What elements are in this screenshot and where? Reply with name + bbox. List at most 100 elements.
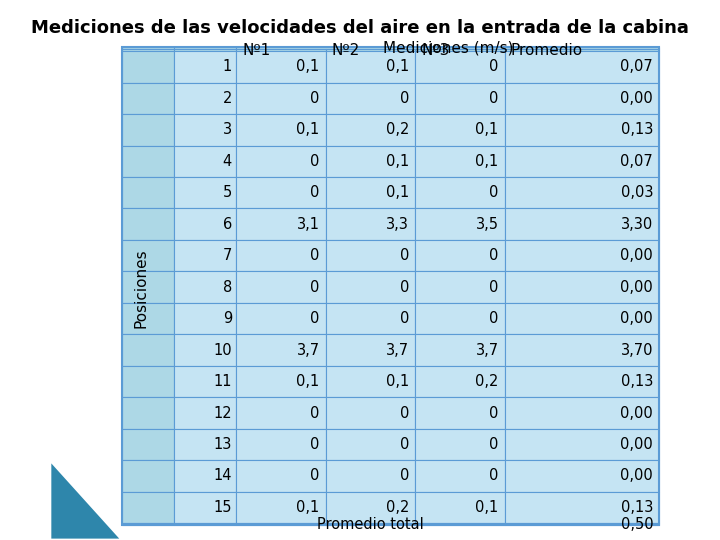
Text: 0,1: 0,1 — [297, 374, 320, 389]
Bar — [505, 146, 660, 177]
Bar — [325, 49, 415, 51]
Text: 0: 0 — [310, 468, 320, 483]
Text: 0: 0 — [400, 91, 409, 106]
Bar — [122, 114, 174, 146]
Bar — [505, 83, 660, 114]
Bar — [325, 334, 415, 366]
Bar — [122, 429, 174, 460]
Bar — [325, 303, 415, 334]
Text: 0,03: 0,03 — [621, 185, 653, 200]
Text: Nº1: Nº1 — [243, 43, 271, 58]
Text: 0: 0 — [490, 59, 499, 75]
Text: 0,07: 0,07 — [621, 154, 653, 169]
Text: 0: 0 — [490, 280, 499, 295]
Text: 0,1: 0,1 — [475, 500, 499, 515]
Bar — [122, 523, 174, 525]
Text: 0: 0 — [310, 280, 320, 295]
Bar — [174, 397, 236, 429]
Text: 8: 8 — [222, 280, 232, 295]
Bar — [505, 272, 660, 303]
Bar — [415, 334, 505, 366]
Bar — [415, 49, 505, 51]
Text: 0: 0 — [310, 406, 320, 421]
Text: 0,00: 0,00 — [621, 280, 653, 295]
Bar — [236, 523, 505, 525]
Text: 0: 0 — [310, 437, 320, 452]
Bar — [122, 146, 174, 177]
Bar — [236, 83, 325, 114]
Text: 3,7: 3,7 — [297, 342, 320, 357]
Polygon shape — [51, 463, 120, 538]
Bar — [505, 49, 660, 51]
Bar — [174, 208, 236, 240]
Bar — [415, 114, 505, 146]
Bar — [415, 429, 505, 460]
Text: 0,1: 0,1 — [297, 500, 320, 515]
Bar — [415, 272, 505, 303]
Text: 0,13: 0,13 — [621, 500, 653, 515]
Text: 0,1: 0,1 — [475, 154, 499, 169]
Bar — [325, 272, 415, 303]
Bar — [174, 114, 236, 146]
Text: 3,30: 3,30 — [621, 217, 653, 232]
Bar — [325, 83, 415, 114]
Bar — [505, 177, 660, 208]
Bar — [505, 240, 660, 272]
Text: Promedio: Promedio — [511, 43, 583, 58]
Text: 0: 0 — [310, 248, 320, 263]
Bar — [174, 47, 236, 49]
Bar — [325, 491, 415, 523]
Bar — [505, 51, 660, 83]
Text: 0: 0 — [400, 311, 409, 326]
Text: 0,00: 0,00 — [621, 468, 653, 483]
Bar — [325, 366, 415, 397]
Bar — [236, 429, 325, 460]
Text: 0: 0 — [400, 248, 409, 263]
Text: 2: 2 — [222, 91, 232, 106]
Bar — [415, 240, 505, 272]
Text: 0,1: 0,1 — [386, 59, 409, 75]
Bar — [122, 272, 174, 303]
Text: 3,7: 3,7 — [386, 342, 409, 357]
Text: 13: 13 — [214, 437, 232, 452]
Bar — [122, 460, 174, 491]
Text: 3,3: 3,3 — [386, 217, 409, 232]
Text: 12: 12 — [213, 406, 232, 421]
Bar — [174, 272, 236, 303]
Text: 0: 0 — [400, 406, 409, 421]
Text: 0: 0 — [490, 437, 499, 452]
Text: 0: 0 — [310, 91, 320, 106]
Bar — [325, 51, 415, 83]
Bar — [174, 366, 236, 397]
Bar — [174, 334, 236, 366]
Bar — [325, 208, 415, 240]
Bar — [236, 51, 325, 83]
Bar — [236, 491, 325, 523]
Text: Promedio total: Promedio total — [317, 517, 424, 532]
Text: 14: 14 — [213, 468, 232, 483]
Text: 11: 11 — [213, 374, 232, 389]
Text: 0,1: 0,1 — [386, 185, 409, 200]
Bar — [122, 208, 174, 240]
Text: 15: 15 — [213, 500, 232, 515]
Bar — [236, 303, 325, 334]
Text: 0: 0 — [400, 280, 409, 295]
Bar — [236, 272, 325, 303]
Bar — [122, 334, 174, 366]
Text: 0,1: 0,1 — [297, 122, 320, 137]
Bar — [174, 303, 236, 334]
Text: 0,13: 0,13 — [621, 122, 653, 137]
Text: 0: 0 — [490, 91, 499, 106]
Bar — [415, 303, 505, 334]
Text: 3,1: 3,1 — [297, 217, 320, 232]
Bar — [122, 83, 174, 114]
Text: 0: 0 — [490, 248, 499, 263]
Text: 0,00: 0,00 — [621, 91, 653, 106]
Bar — [325, 429, 415, 460]
Text: 1: 1 — [222, 59, 232, 75]
Text: 0,1: 0,1 — [475, 122, 499, 137]
Bar — [236, 208, 325, 240]
Bar — [325, 397, 415, 429]
Text: 0,1: 0,1 — [386, 374, 409, 389]
Bar — [505, 334, 660, 366]
